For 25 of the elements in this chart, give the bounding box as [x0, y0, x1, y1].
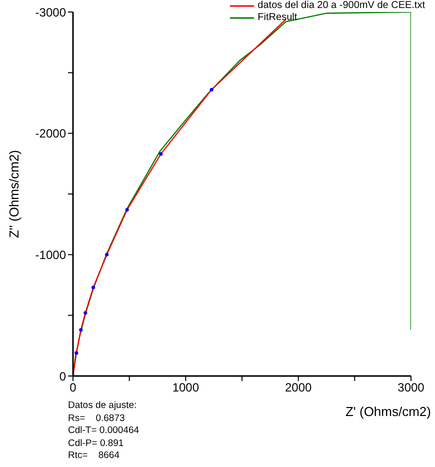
text: Datos de ajuste: — [68, 400, 138, 412]
point — [159, 152, 163, 156]
point — [125, 208, 129, 212]
text: Cdl-P= 0.891 — [68, 438, 125, 450]
point — [91, 286, 96, 290]
y-axis-title: Z'' (Ohms/cm2) — [6, 150, 22, 238]
point — [105, 252, 109, 256]
y-tick-label: -3000 — [35, 5, 66, 20]
x-axis-title: Z' (Ohms/cm2) — [345, 404, 431, 419]
x-tick-label: 1000 — [172, 380, 200, 395]
x-tick-label: 0 — [70, 380, 77, 395]
y-tick-label: -2000 — [35, 126, 66, 141]
point — [74, 351, 78, 355]
point — [79, 328, 83, 332]
text: Rs= 0.6873 — [68, 412, 126, 425]
point — [210, 88, 214, 92]
y-tick-label: -1000 — [35, 248, 66, 262]
text: Rtc= 8664 — [68, 450, 120, 462]
legend-label: FitResult — [258, 12, 298, 24]
x-tick-label: 3000 — [398, 380, 425, 395]
x-tick-label: 2000 — [284, 380, 312, 395]
text: Cdl-T= 0.000464 — [68, 425, 140, 438]
point — [84, 311, 88, 315]
y-tick-label: 0 — [59, 369, 66, 384]
legend-label: datos del dia 20 a -900mV de CEE.txt — [258, 0, 425, 12]
